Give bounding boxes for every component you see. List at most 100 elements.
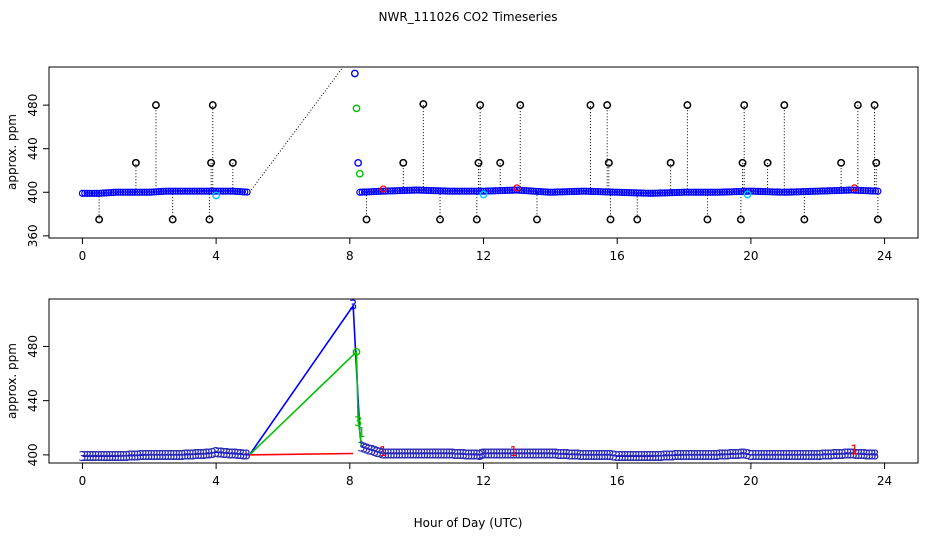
marker-digit: 3	[601, 449, 609, 464]
plot1-y-tick-label: 360	[26, 224, 40, 247]
marker-digit: 3	[855, 448, 863, 463]
marker-digit: 3	[491, 448, 499, 463]
plot1-y-tick-label: 440	[26, 137, 40, 160]
baseline-point	[682, 188, 691, 196]
baseline-point	[456, 187, 464, 195]
baseline-point	[231, 187, 239, 195]
marker-digit: 3	[473, 449, 481, 464]
marker-digit: 3	[871, 449, 879, 464]
marker-digit: 3	[220, 447, 228, 462]
marker-digit: 3	[145, 449, 153, 464]
marker-digit: 3	[588, 449, 596, 464]
baseline-point	[138, 188, 146, 196]
baseline-point	[453, 187, 461, 195]
flagged-point	[780, 101, 789, 110]
marker-digit: 3	[652, 450, 660, 465]
baseline-point	[725, 188, 733, 196]
plot2-x-tick-label: 0	[79, 474, 87, 488]
marker-digit: 3	[502, 448, 510, 463]
marker-digit: 3	[797, 449, 805, 464]
baseline-point	[857, 186, 865, 195]
baseline-point	[140, 188, 149, 196]
marker-digit: 3	[574, 449, 582, 464]
marker-digit: 3	[850, 448, 858, 463]
marker-digit: 3	[197, 448, 205, 463]
marker-digit: 3	[566, 448, 574, 463]
baseline-point	[647, 189, 655, 197]
baseline-point	[186, 187, 194, 195]
baseline-point	[522, 187, 531, 195]
baseline-point	[365, 188, 373, 196]
baseline-point	[207, 187, 215, 195]
plot2-y-tick-label: 400	[26, 443, 40, 466]
marker-digit: 3	[830, 448, 838, 463]
marker-digit: 3	[137, 449, 145, 464]
baseline-point	[818, 187, 827, 195]
marker-digit: 3	[516, 448, 524, 463]
baseline-point	[685, 188, 693, 196]
baseline-point	[541, 188, 550, 196]
marker-digit: 3	[577, 449, 585, 464]
marker-digit: 3	[393, 448, 401, 463]
baseline-point	[771, 188, 779, 196]
baseline-point	[358, 188, 366, 196]
marker-digit: 3	[852, 448, 860, 463]
marker-digit: 3	[702, 449, 710, 464]
baseline-point	[238, 188, 246, 196]
baseline-point	[176, 187, 184, 195]
marker-digit: 3	[563, 448, 571, 463]
extra-point	[352, 104, 361, 113]
baseline-point	[783, 188, 791, 196]
baseline-point	[871, 187, 880, 195]
flagged-point	[586, 101, 595, 110]
marker-digit: 3	[103, 450, 111, 465]
baseline-point	[131, 188, 139, 196]
marker-digit: 3	[866, 448, 874, 463]
baseline-point	[701, 188, 710, 196]
marker-digit: 3	[604, 449, 612, 464]
marker-digit: 3	[758, 449, 766, 464]
flagged-point	[633, 215, 642, 224]
marker-digit: 3	[641, 450, 649, 465]
baseline-point	[167, 187, 175, 195]
marker-digit: 3	[694, 449, 702, 464]
marker-digit: 3	[791, 449, 799, 464]
marker-digit: 3	[426, 448, 434, 463]
plot1-y-tick-label: 400	[26, 181, 40, 204]
flagged-point	[131, 158, 140, 167]
baseline-point	[549, 188, 557, 196]
marker-digit: 3	[616, 450, 624, 465]
marker-digit: 3	[410, 448, 418, 463]
plot2-x-tick-label: 4	[212, 474, 220, 488]
baseline-point	[577, 187, 585, 195]
marker-digit: 3	[114, 450, 122, 465]
x-axis-label: Hour of Day (UTC)	[414, 516, 523, 530]
baseline-point	[613, 188, 621, 196]
plot1-data	[78, 67, 882, 224]
marker-digit: 3	[89, 450, 97, 465]
baseline-point	[234, 187, 242, 196]
baseline-point	[408, 186, 416, 194]
marker-digit: 3	[868, 449, 876, 464]
baseline-point	[157, 187, 165, 196]
digit-marker: 1	[509, 445, 517, 460]
baseline-point	[403, 186, 411, 194]
marker-digit: 3	[390, 448, 398, 463]
baseline-point	[155, 188, 163, 196]
flagged-point	[533, 215, 541, 224]
baseline-point	[205, 187, 213, 195]
baseline-point	[212, 187, 220, 195]
marker-digit: 3	[504, 448, 512, 463]
marker-digit: 3	[660, 450, 668, 465]
baseline-point	[678, 188, 686, 196]
baseline-point	[451, 187, 459, 195]
baseline-point	[219, 187, 227, 195]
flagged-point	[740, 101, 749, 110]
baseline-point	[611, 188, 619, 196]
baseline-point	[680, 188, 688, 196]
baseline-point	[520, 186, 528, 195]
digit-marker: 1	[357, 426, 365, 441]
marker-digit: 3	[805, 449, 813, 464]
baseline-point	[489, 187, 497, 195]
plot2-x-tick-label: 20	[743, 474, 758, 488]
